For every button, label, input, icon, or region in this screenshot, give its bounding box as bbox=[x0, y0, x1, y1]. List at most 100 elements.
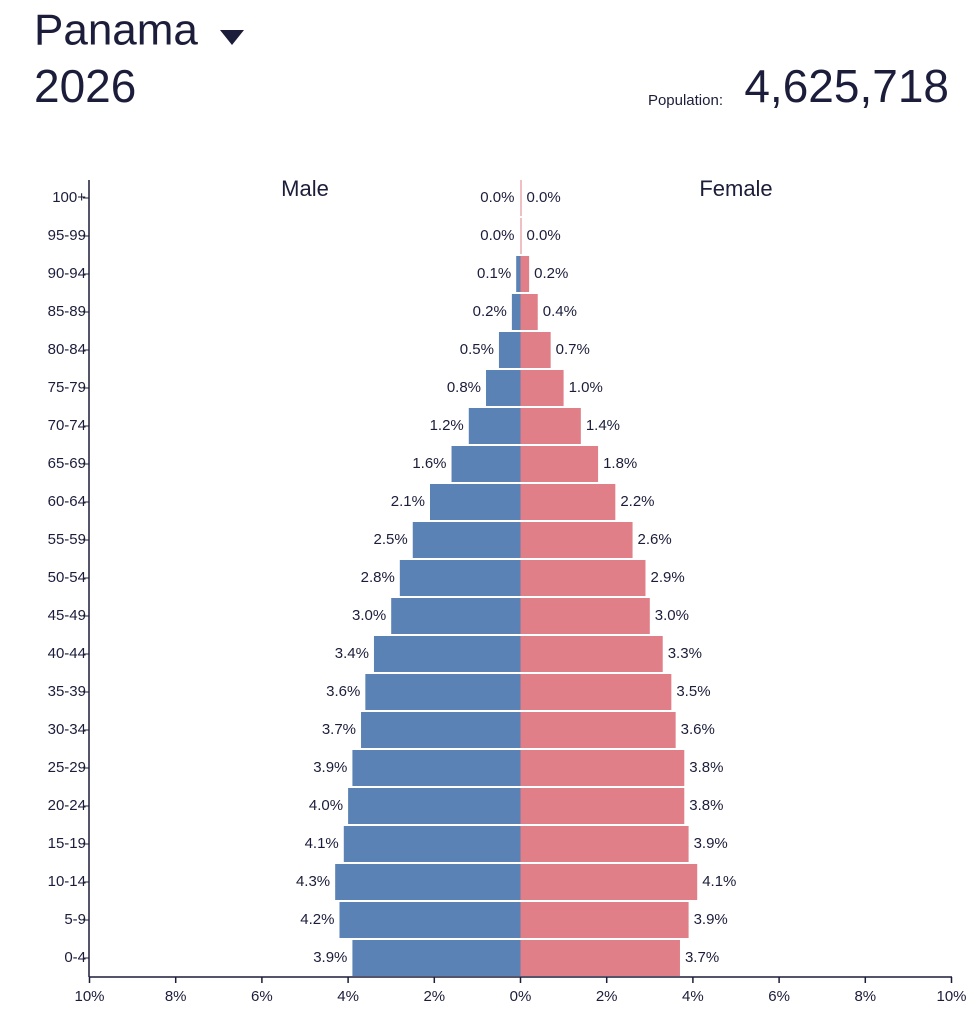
bar-female bbox=[520, 294, 538, 330]
bar-female bbox=[520, 902, 689, 938]
bar-male bbox=[335, 864, 521, 900]
x-tick-label: 8% bbox=[165, 988, 187, 1005]
bar-male bbox=[339, 902, 521, 938]
y-tick-label: 75-79 bbox=[48, 379, 86, 396]
y-tick-label: 25-29 bbox=[48, 759, 86, 776]
value-label: 3.9% bbox=[694, 911, 728, 928]
value-label: 3.9% bbox=[313, 759, 347, 776]
legend-female: Female bbox=[699, 176, 772, 201]
value-label: 3.0% bbox=[655, 607, 689, 624]
population-value: 4,625,718 bbox=[744, 60, 949, 112]
value-label: 4.1% bbox=[702, 873, 736, 890]
bar-female bbox=[520, 636, 663, 672]
value-label: 4.3% bbox=[296, 873, 330, 890]
bar-female bbox=[520, 218, 522, 254]
value-label: 0.2% bbox=[473, 303, 507, 320]
value-label: 3.3% bbox=[668, 645, 702, 662]
bar-female bbox=[520, 484, 616, 520]
value-label: 3.9% bbox=[313, 949, 347, 966]
bar-male bbox=[343, 826, 521, 862]
bar-male bbox=[365, 674, 521, 710]
value-label: 3.8% bbox=[689, 759, 723, 776]
bar-female bbox=[520, 370, 564, 406]
value-label: 1.0% bbox=[569, 379, 603, 396]
y-tick-label: 100+ bbox=[52, 189, 86, 206]
bar-female bbox=[520, 408, 581, 444]
bar-female bbox=[520, 750, 685, 786]
y-tick-label: 15-19 bbox=[48, 835, 86, 852]
bar-male bbox=[516, 256, 521, 292]
value-label: 0.5% bbox=[460, 341, 494, 358]
bar-male bbox=[399, 560, 521, 596]
value-label: 2.9% bbox=[650, 569, 684, 586]
x-tick-label: 2% bbox=[596, 988, 618, 1005]
bar-female bbox=[520, 712, 676, 748]
bar-male bbox=[511, 294, 521, 330]
population-label: Population: bbox=[648, 92, 723, 109]
y-tick-label: 80-84 bbox=[48, 341, 86, 358]
value-label: 3.6% bbox=[681, 721, 715, 738]
y-tick-label: 40-44 bbox=[48, 645, 86, 662]
value-label: 0.4% bbox=[543, 303, 577, 320]
bar-female bbox=[520, 256, 530, 292]
x-tick-label: 6% bbox=[251, 988, 273, 1005]
value-label: 4.2% bbox=[300, 911, 334, 928]
bar-female bbox=[520, 522, 633, 558]
x-tick-label: 4% bbox=[337, 988, 359, 1005]
year: 2026 bbox=[34, 60, 136, 112]
x-tick-label: 10% bbox=[936, 988, 966, 1005]
y-tick-label: 10-14 bbox=[48, 873, 86, 890]
value-label: 3.7% bbox=[685, 949, 719, 966]
value-label: 0.0% bbox=[480, 189, 514, 206]
value-label: 3.0% bbox=[352, 607, 386, 624]
value-label: 0.0% bbox=[527, 227, 561, 244]
y-tick-label: 30-34 bbox=[48, 721, 86, 738]
bar-female bbox=[520, 332, 551, 368]
value-label: 0.0% bbox=[480, 227, 514, 244]
dropdown-arrow[interactable] bbox=[220, 30, 244, 45]
legend-male: Male bbox=[281, 176, 329, 201]
y-tick-label: 50-54 bbox=[48, 569, 86, 586]
value-label: 4.0% bbox=[309, 797, 343, 814]
y-tick-label: 85-89 bbox=[48, 303, 86, 320]
bar-female bbox=[520, 598, 650, 634]
x-tick-label: 2% bbox=[423, 988, 445, 1005]
value-label: 2.6% bbox=[638, 531, 672, 548]
value-label: 0.0% bbox=[527, 189, 561, 206]
y-tick-label: 70-74 bbox=[48, 417, 86, 434]
value-label: 3.5% bbox=[676, 683, 710, 700]
y-tick-label: 95-99 bbox=[48, 227, 86, 244]
bar-female bbox=[520, 674, 672, 710]
y-tick-label: 65-69 bbox=[48, 455, 86, 472]
y-tick-label: 0-4 bbox=[64, 949, 86, 966]
bar-female bbox=[520, 560, 646, 596]
value-label: 0.1% bbox=[477, 265, 511, 282]
x-tick-label: 10% bbox=[74, 988, 104, 1005]
x-tick-label: 6% bbox=[768, 988, 790, 1005]
bar-female bbox=[520, 788, 685, 824]
y-tick-label: 90-94 bbox=[48, 265, 86, 282]
value-label: 3.8% bbox=[689, 797, 723, 814]
bar-male bbox=[348, 788, 521, 824]
bar-male bbox=[498, 332, 521, 368]
x-tick-label: 0% bbox=[510, 988, 532, 1005]
y-tick-label: 45-49 bbox=[48, 607, 86, 624]
y-tick-label: 5-9 bbox=[64, 911, 86, 928]
bar-male bbox=[429, 484, 521, 520]
y-tick-label: 35-39 bbox=[48, 683, 86, 700]
bar-female bbox=[520, 940, 680, 976]
value-label: 1.4% bbox=[586, 417, 620, 434]
bar-male bbox=[352, 940, 521, 976]
bar-male bbox=[486, 370, 521, 406]
value-label: 4.1% bbox=[305, 835, 339, 852]
bar-male bbox=[451, 446, 521, 482]
y-tick-label: 60-64 bbox=[48, 493, 86, 510]
value-label: 0.7% bbox=[556, 341, 590, 358]
value-label: 2.2% bbox=[620, 493, 654, 510]
value-label: 0.2% bbox=[534, 265, 568, 282]
x-tick-label: 4% bbox=[682, 988, 704, 1005]
value-label: 3.6% bbox=[326, 683, 360, 700]
country-title: Panama bbox=[34, 6, 198, 55]
